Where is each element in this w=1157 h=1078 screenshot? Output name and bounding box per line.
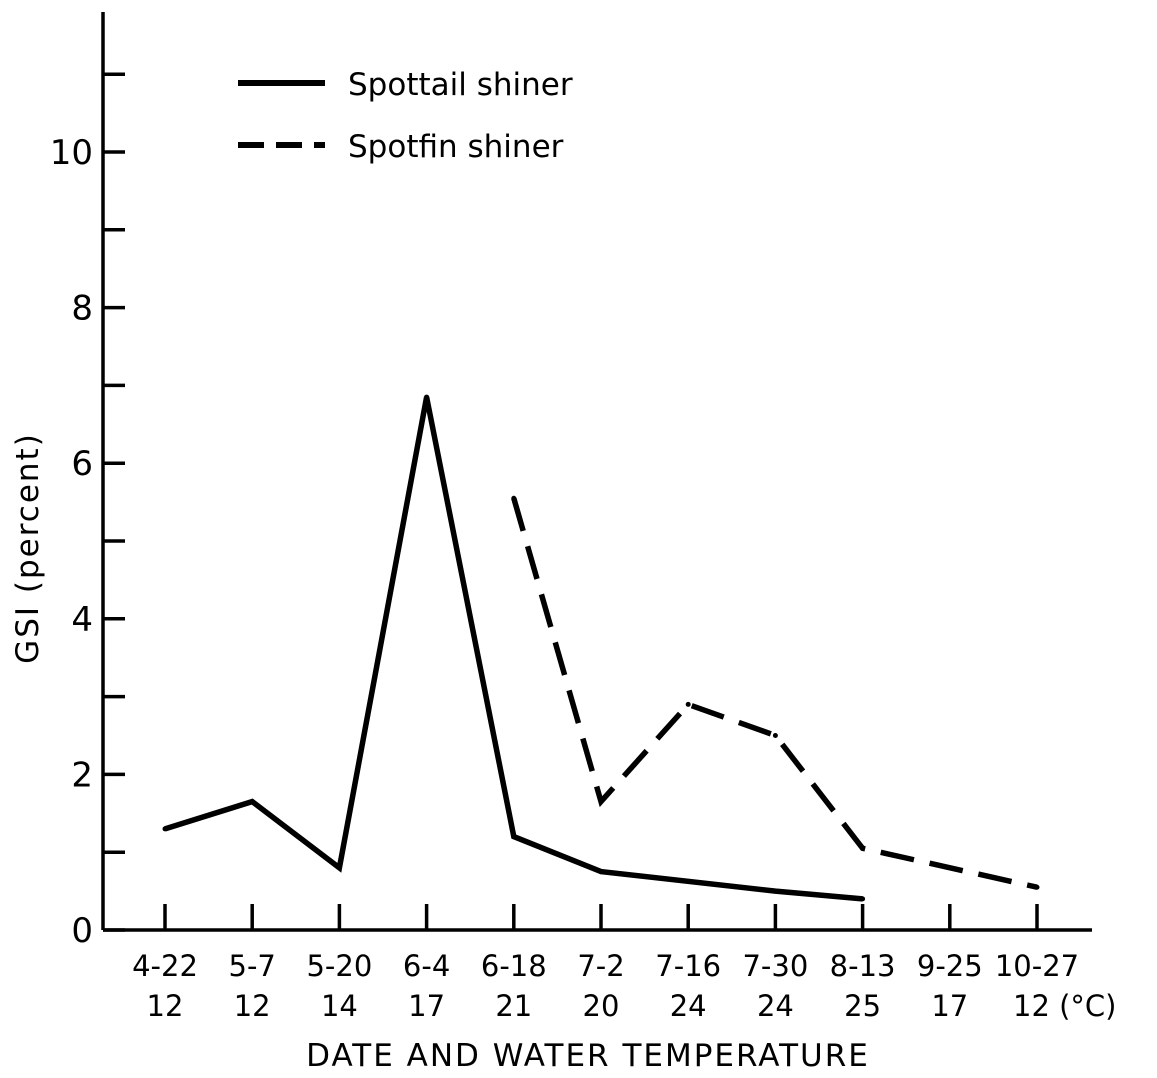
series-line-spottail-point — [598, 869, 604, 875]
x-tick-label-temp: 12 — [234, 989, 271, 1023]
x-tick-label-date: 9-25 — [917, 949, 983, 983]
axes — [101, 12, 1092, 932]
series-line-spotfin — [511, 497, 1038, 890]
series-line-spottail-point — [336, 865, 342, 871]
x-tick-label-date: 7-30 — [742, 949, 808, 983]
series-line-spottail — [164, 396, 863, 902]
x-tick-label-temp: 25 — [844, 989, 881, 1023]
series-line-spottail-point — [424, 394, 430, 400]
x-tick-label-temp: 12 (°C) — [1013, 989, 1117, 1023]
series-line-spotfin-point — [685, 701, 691, 707]
x-tick-label-date: 10-27 — [995, 949, 1079, 983]
y-tick-label: 6 — [71, 444, 93, 484]
x-tick-label-date: 6-4 — [403, 949, 450, 983]
x-tick-label-date: 5-7 — [229, 949, 276, 983]
y-tick-label: 4 — [71, 600, 93, 640]
series-line-spottail-point — [511, 834, 517, 840]
x-tick-label-temp: 20 — [583, 989, 620, 1023]
y-axis-title: GSI (percent) — [10, 432, 46, 664]
series-line-spotfin-point — [772, 733, 778, 738]
series-line-spotfin-point — [1034, 884, 1040, 890]
x-tick-label-temp: 17 — [931, 989, 968, 1023]
x-tick-label-temp: 24 — [670, 989, 707, 1023]
y-ticks: 0 2 4 6 8 10 — [50, 72, 125, 951]
x-tick-label-date: 7-16 — [655, 949, 721, 983]
x-tick-label-date: 4-22 — [132, 949, 198, 983]
x-tick-label-temp: 14 — [321, 989, 358, 1023]
series-line-spotfin-point — [511, 495, 517, 501]
y-tick-label: 0 — [71, 911, 93, 951]
x-tick-label-temp: 12 — [147, 989, 184, 1023]
y-tick-label: 2 — [71, 755, 93, 795]
y-tick-label: 10 — [50, 133, 93, 173]
y-tick-label: 8 — [71, 289, 93, 329]
x-tick-label-temp: 17 — [408, 989, 445, 1023]
x-ticks: 4-22 12 5-7 12 5-20 14 6-4 17 6-18 21 7-2 20 7-16 24 7… — [132, 904, 1117, 1023]
legend-label-spottail: Spottail shiner — [348, 67, 573, 103]
x-axis-title: DATE AND WATER TEMPERATURE — [306, 1038, 870, 1073]
series-lines — [162, 394, 1040, 902]
x-tick-label-date: 5-20 — [306, 949, 372, 983]
series-line-spottail-point — [772, 888, 778, 894]
series-line-spotfin-point — [860, 845, 866, 851]
series-line-spotfin-point — [598, 799, 604, 805]
legend-label-spotfin: Spotfin shiner — [348, 129, 564, 165]
x-tick-label-temp: 21 — [495, 989, 532, 1023]
x-tick-label-date: 7-2 — [577, 949, 624, 983]
series-line-spottail-point — [860, 896, 866, 902]
series-line-spottail-point — [162, 826, 168, 832]
x-tick-label-date: 8-13 — [830, 949, 896, 983]
x-tick-label-temp: 24 — [757, 989, 794, 1023]
x-tick-label-date: 6-18 — [481, 949, 547, 983]
series-line-spottail-point — [249, 799, 255, 805]
legend: Spottail shiner Spotfin shiner — [238, 67, 573, 165]
